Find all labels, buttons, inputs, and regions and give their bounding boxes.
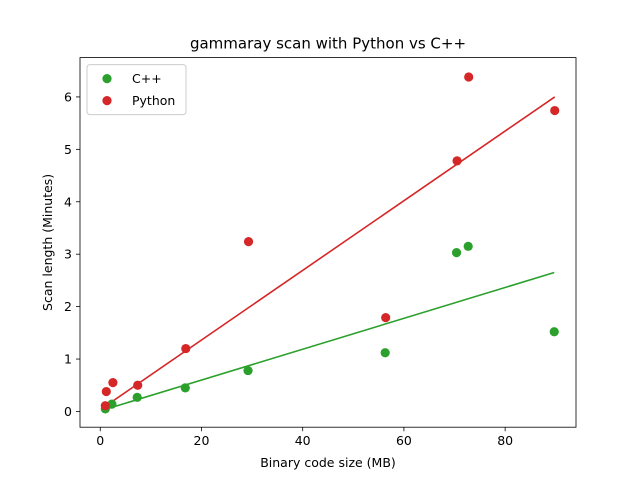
c-point xyxy=(380,348,390,358)
c-point xyxy=(451,248,462,258)
c-point xyxy=(463,241,473,251)
x-tick-label: 40 xyxy=(295,433,311,448)
c-point xyxy=(549,327,559,337)
y-tick-label: 5 xyxy=(64,142,72,157)
plot-frame xyxy=(79,57,577,428)
y-tick-label: 6 xyxy=(64,89,72,104)
c-point xyxy=(243,365,253,376)
python-fit-line xyxy=(104,96,556,407)
x-axis-label: Binary code size (MB) xyxy=(260,455,396,470)
python-point xyxy=(381,313,391,323)
legend-label-python: Python xyxy=(132,93,175,108)
c-fit-line xyxy=(105,271,555,411)
y-tick-label: 1 xyxy=(64,352,72,367)
legend-label-c: C++ xyxy=(132,71,162,86)
x-tick-label: 20 xyxy=(194,433,210,448)
x-tick-label: 60 xyxy=(396,433,412,448)
x-tick-label: 0 xyxy=(96,433,104,448)
axis-ticks: 0 20 40 60 80 0 1 2 3 4 5 6 xyxy=(64,89,513,448)
y-tick-label: 2 xyxy=(64,299,72,314)
python-point xyxy=(101,386,111,397)
legend-box xyxy=(86,64,187,116)
python-point xyxy=(133,380,143,390)
y-tick-label: 4 xyxy=(64,194,72,209)
python-point xyxy=(550,105,560,116)
y-axis-label: Scan length (Minutes) xyxy=(40,174,55,311)
python-point xyxy=(452,156,462,166)
legend-marker-c xyxy=(102,74,112,84)
c-point xyxy=(132,392,142,402)
python-point xyxy=(181,343,191,354)
python-point xyxy=(464,72,474,82)
python-point xyxy=(243,237,254,247)
legend-marker-python xyxy=(102,96,112,106)
c-point xyxy=(180,383,190,393)
chart-title: gammaray scan with Python vs C++ xyxy=(190,35,466,53)
y-tick-label: 0 xyxy=(64,404,72,419)
y-tick-label: 3 xyxy=(64,247,72,262)
python-point xyxy=(108,378,118,388)
python-point xyxy=(100,401,110,411)
plot-area xyxy=(100,72,560,414)
x-tick-label: 80 xyxy=(497,433,513,448)
legend: C++ Python xyxy=(86,64,187,116)
